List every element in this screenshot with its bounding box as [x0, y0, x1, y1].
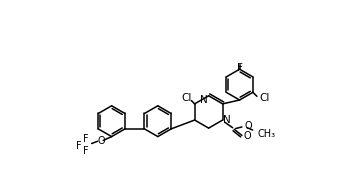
Text: O: O — [244, 121, 252, 131]
Text: N: N — [200, 95, 208, 105]
Text: F: F — [83, 134, 88, 144]
Text: Cl: Cl — [182, 93, 192, 103]
Text: N: N — [223, 115, 231, 125]
Text: CH₃: CH₃ — [257, 129, 276, 139]
Text: F: F — [237, 63, 243, 73]
Text: F: F — [83, 146, 88, 156]
Text: O: O — [97, 136, 105, 146]
Text: O: O — [244, 131, 251, 141]
Text: F: F — [76, 141, 82, 151]
Text: Cl: Cl — [259, 93, 269, 104]
